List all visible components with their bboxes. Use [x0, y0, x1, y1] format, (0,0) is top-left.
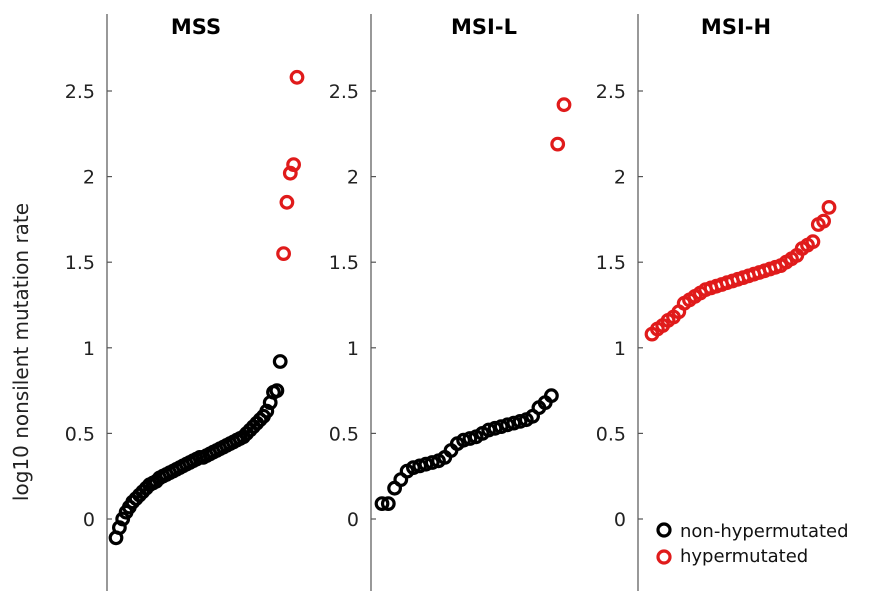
- data-point-non-hypermutated: [487, 420, 503, 436]
- data-point-non-hypermutated: [506, 415, 522, 431]
- data-point-non-hypermutated: [272, 354, 288, 369]
- panel-msi-h-ytick-label: 2.5: [596, 81, 626, 103]
- data-point-non-hypermutated: [424, 455, 440, 470]
- data-point-hypermutated: [279, 194, 295, 210]
- panel-mss-ytick-label: 0: [83, 509, 95, 531]
- data-point-non-hypermutated: [374, 496, 390, 512]
- data-point-hypermutated: [805, 234, 821, 250]
- legend-marker-non-hypermutated: [656, 522, 672, 538]
- panel-msi-h-ytick-label: 1.5: [596, 252, 626, 274]
- panel-msi-l-ytick-label: 0: [347, 509, 359, 531]
- panel-mss-ytick-label: 1: [83, 338, 95, 360]
- panel-msi-l-points: [374, 97, 572, 512]
- panel-msi-h-ytick-label: 1: [614, 338, 626, 360]
- panel-mss: MSS 0 0.5 1 1.5 2 2.5: [65, 14, 305, 591]
- panel-mss-points: [108, 69, 305, 546]
- data-point-hypermutated: [289, 69, 305, 85]
- data-point-non-hypermutated: [269, 383, 285, 399]
- data-point-hypermutated: [556, 97, 572, 113]
- legend-marker-hypermutated: [656, 549, 672, 565]
- panel-msi-h-ticks: 0 0.5 1 1.5 2 2.5: [596, 81, 643, 531]
- legend-label-non-hypermutated: non-hypermutated: [680, 521, 849, 542]
- panel-msi-h: MSI-H 0 0.5 1 1.5 2 2.5: [596, 14, 837, 591]
- panel-msi-h-points: [644, 199, 837, 342]
- panel-msi-l-ticks: 0 0.5 1 1.5 2 2.5: [329, 81, 376, 531]
- panel-msi-h-ytick-label: 0.5: [596, 423, 626, 445]
- data-point-non-hypermutated: [544, 388, 559, 404]
- panel-msi-l: MSI-L 0 0.5 1 1.5 2 2.5: [329, 14, 572, 591]
- data-point-hypermutated: [816, 213, 831, 229]
- panel-msi-h-title: MSI-H: [701, 15, 771, 39]
- data-point-non-hypermutated: [493, 419, 509, 435]
- data-point-hypermutated: [276, 246, 292, 262]
- panel-msi-l-ytick-label: 2.5: [329, 81, 359, 103]
- panel-msi-l-ytick-label: 1.5: [329, 252, 359, 274]
- panel-mss-title: MSS: [171, 15, 221, 39]
- data-point-hypermutated: [286, 157, 302, 173]
- panel-mss-ytick-label: 2.5: [65, 81, 95, 103]
- data-point-non-hypermutated: [462, 431, 478, 446]
- panel-msi-l-title: MSI-L: [451, 15, 517, 39]
- data-point-hypermutated: [550, 136, 566, 152]
- legend: non-hypermutated hypermutated: [656, 521, 849, 567]
- data-point-non-hypermutated: [380, 496, 396, 512]
- data-point-hypermutated: [821, 199, 837, 215]
- data-point-non-hypermutated: [512, 414, 528, 429]
- panel-mss-ytick-label: 0.5: [65, 423, 95, 445]
- panel-msi-l-ytick-label: 1: [347, 338, 359, 360]
- y-axis-label: log10 nonsilent mutation rate: [9, 203, 33, 501]
- panel-msi-l-ytick-label: 0.5: [329, 423, 359, 445]
- data-point-non-hypermutated: [456, 432, 472, 448]
- data-point-non-hypermutated: [412, 458, 428, 474]
- data-point-non-hypermutated: [418, 456, 434, 472]
- panel-mss-ytick-label: 2: [83, 167, 95, 189]
- panel-mss-ticks: 0 0.5 1 1.5 2 2.5: [65, 81, 112, 531]
- data-point-non-hypermutated: [406, 460, 421, 476]
- data-point-non-hypermutated: [481, 422, 497, 438]
- panel-msi-l-ytick-label: 2: [347, 167, 359, 189]
- panel-msi-h-ytick-label: 0: [614, 509, 626, 531]
- legend-label-hypermutated: hypermutated: [680, 546, 808, 567]
- panel-msi-h-ytick-label: 2: [614, 167, 626, 189]
- panel-mss-ytick-label: 1.5: [65, 252, 95, 274]
- data-point-non-hypermutated: [500, 417, 515, 433]
